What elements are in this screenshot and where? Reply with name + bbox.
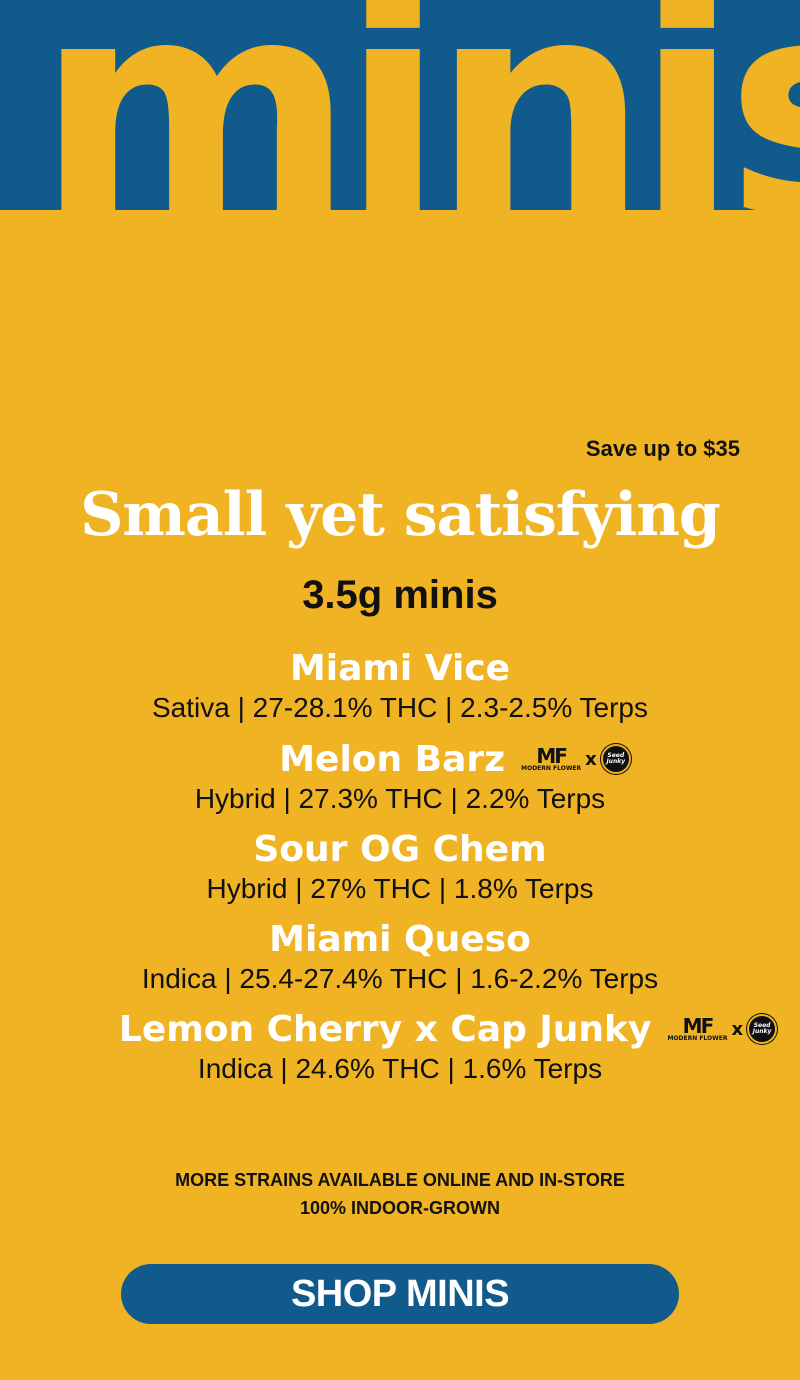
strain-name: Melon Barz MF MODERN FLOWER x Seed Junky xyxy=(279,737,631,781)
seed-junky-logo-icon: Seed Junky xyxy=(747,1014,778,1044)
availability-note: MORE STRAINS AVAILABLE ONLINE AND IN-STO… xyxy=(175,1170,625,1190)
strain-name: Miami Queso xyxy=(269,917,531,961)
hero-banner: minis xyxy=(0,0,800,210)
strain-info: Hybrid | 27.3% THC | 2.2% Terps xyxy=(194,783,606,814)
collab-badge: MF MODERN FLOWER x Seed Junky xyxy=(521,744,631,774)
collab-x: x xyxy=(731,1018,744,1040)
shop-minis-button[interactable]: SHOP MINIS xyxy=(121,1264,679,1324)
strain-name-text: Miami Vice xyxy=(289,647,511,689)
subhead: 3.5g minis xyxy=(302,573,498,617)
strain-item: Miami Vice Sativa | 27-28.1% THC | 2.3-2… xyxy=(0,646,800,726)
strain-name: Miami Vice xyxy=(290,646,510,690)
strain-info: Hybrid | 27% THC | 1.8% Terps xyxy=(206,873,594,904)
strain-info: Indica | 24.6% THC | 1.6% Terps xyxy=(197,1053,603,1084)
collab-badge: MF MODERN FLOWER x Seed Junky xyxy=(667,1014,778,1044)
strain-info: Sativa | 27-28.1% THC | 2.3-2.5% Terps xyxy=(152,692,648,723)
strain-item: Lemon Cherry x Cap Junky MF MODERN FLOWE… xyxy=(0,1007,800,1087)
headline: Small yet satisfying xyxy=(80,480,721,550)
strain-item: Melon Barz MF MODERN FLOWER x Seed Junky… xyxy=(0,737,800,817)
strain-info: Indica | 25.4-27.4% THC | 1.6-2.2% Terps xyxy=(141,963,659,994)
strain-name-text: Miami Queso xyxy=(269,918,531,960)
save-callout: Save up to $35 xyxy=(585,436,740,461)
strain-name-text: Sour OG Chem xyxy=(253,828,547,870)
modern-flower-logo-icon: MF MODERN FLOWER xyxy=(521,744,582,772)
strain-item: Sour OG Chem Hybrid | 27% THC | 1.8% Ter… xyxy=(0,827,800,907)
seed-junky-logo-icon: Seed Junky xyxy=(600,744,631,774)
strain-name: Lemon Cherry x Cap Junky MF MODERN FLOWE… xyxy=(118,1007,778,1051)
strain-name: Sour OG Chem xyxy=(253,827,546,871)
collab-x: x xyxy=(585,748,597,770)
modern-flower-logo-icon: MF MODERN FLOWER xyxy=(667,1014,728,1042)
strain-name-text: Lemon Cherry x Cap Junky xyxy=(118,1008,652,1050)
strain-name-text: Melon Barz xyxy=(279,738,506,780)
hero-title: minis xyxy=(36,0,800,210)
indoor-grown-note: 100% INDOOR-GROWN xyxy=(299,1198,501,1218)
strain-item: Miami Queso Indica | 25.4-27.4% THC | 1.… xyxy=(0,917,800,997)
